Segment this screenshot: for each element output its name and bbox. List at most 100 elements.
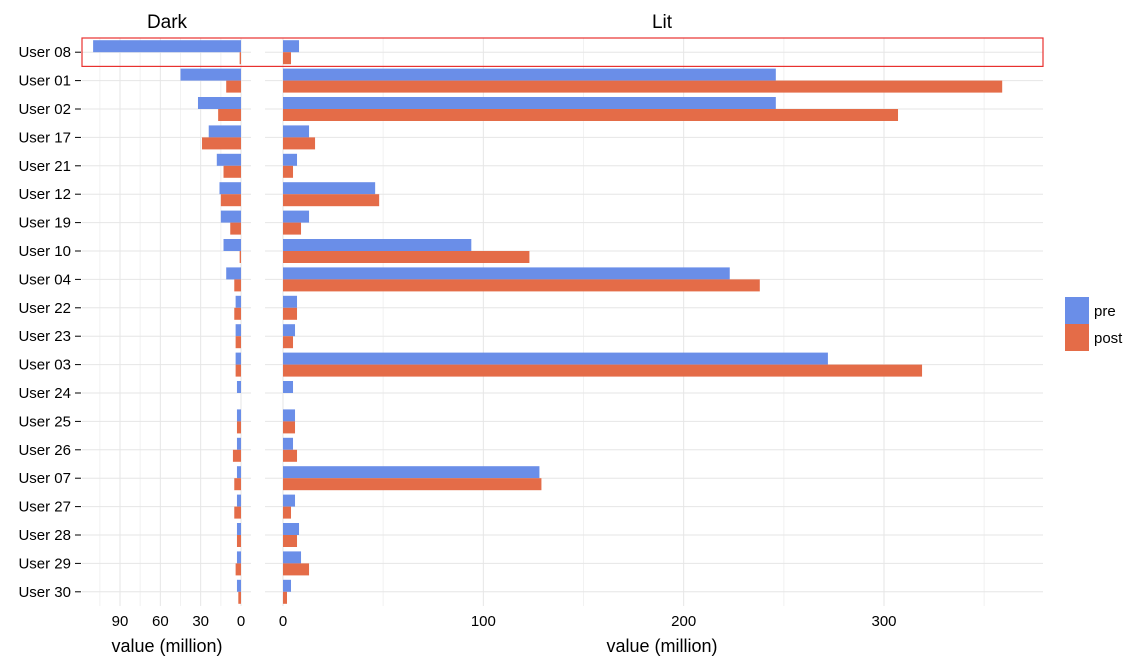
bar-dark-pre-user-30 — [236, 579, 241, 592]
bar-dark-post-user-30 — [238, 591, 241, 604]
bar-dark-post-user-29 — [235, 563, 241, 576]
bar-lit-pre-user-10 — [283, 239, 472, 251]
y-tick-label: User 21 — [18, 158, 71, 175]
bar-dark-pre-user-29 — [236, 551, 241, 564]
bar-lit-post-user-23 — [283, 336, 294, 349]
bar-lit-pre-user-07 — [283, 466, 540, 479]
bar-lit-post-user-29 — [283, 563, 310, 576]
bar-dark-post-user-19 — [230, 222, 241, 235]
bar-lit-post-user-26 — [283, 449, 298, 462]
y-tick-label: User 02 — [18, 101, 71, 118]
bar-dark-post-user-10 — [239, 251, 241, 263]
bar-dark-pre-user-19 — [220, 210, 241, 223]
x-tick-label-dark: 60 — [152, 613, 169, 630]
bar-lit-post-user-19 — [283, 222, 302, 235]
bar-dark-pre-user-23 — [235, 324, 241, 337]
x-tick-label-lit: 100 — [471, 613, 496, 630]
bar-lit-pre-user-22 — [283, 295, 298, 308]
bar-dark-pre-user-24 — [236, 381, 241, 393]
y-tick-label: User 30 — [18, 584, 71, 601]
bar-lit-pre-user-19 — [283, 210, 310, 223]
y-tick-label: User 27 — [18, 499, 71, 516]
x-axis-title-lit: value (million) — [606, 636, 717, 656]
bar-lit-pre-user-12 — [283, 182, 376, 195]
bar-lit-pre-user-29 — [283, 551, 302, 564]
bar-lit-post-user-04 — [283, 279, 760, 292]
bar-lit-post-user-07 — [283, 478, 542, 491]
bar-lit-post-user-21 — [283, 165, 294, 178]
legend-key-post — [1065, 324, 1089, 351]
bar-dark-post-user-02 — [218, 109, 241, 121]
y-tick-label: User 01 — [18, 73, 71, 90]
bar-dark-pre-user-21 — [216, 153, 241, 166]
bar-dark-pre-user-26 — [236, 437, 241, 450]
bar-dark-pre-user-04 — [226, 267, 241, 280]
panel-title-lit: Lit — [652, 12, 673, 33]
bar-lit-post-user-12 — [283, 194, 380, 207]
y-tick-label: User 25 — [18, 413, 71, 430]
bars — [93, 40, 1003, 604]
bar-dark-pre-user-17 — [208, 125, 241, 138]
bar-lit-pre-user-08 — [283, 40, 300, 53]
bar-lit-pre-user-21 — [283, 153, 298, 166]
bar-lit-post-user-27 — [283, 506, 292, 519]
legend-key-pre — [1065, 297, 1089, 324]
bar-dark-post-user-27 — [234, 506, 241, 519]
x-tick-label-dark: 30 — [192, 613, 209, 630]
y-tick-label: User 07 — [18, 470, 71, 487]
bar-dark-pre-user-22 — [235, 295, 241, 308]
bar-dark-post-user-01 — [226, 80, 241, 93]
bar-lit-pre-user-17 — [283, 125, 310, 138]
y-tick-label: User 08 — [18, 44, 71, 61]
bar-dark-post-user-04 — [234, 279, 241, 292]
bar-dark-pre-user-08 — [93, 40, 241, 53]
x-tick-label-lit: 200 — [671, 613, 696, 630]
legend-label-post: post — [1094, 330, 1123, 347]
bar-lit-post-user-01 — [283, 80, 1003, 93]
x-tick-label-dark: 90 — [112, 613, 129, 630]
bar-dark-pre-user-07 — [236, 466, 241, 479]
x-axis-title-dark: value (million) — [111, 636, 222, 656]
bar-lit-post-user-28 — [283, 535, 298, 547]
bar-lit-pre-user-02 — [283, 97, 776, 109]
bar-dark-post-user-26 — [232, 449, 241, 462]
bar-dark-post-user-08 — [239, 52, 241, 65]
legend-label-pre: pre — [1094, 303, 1116, 320]
bar-dark-pre-user-03 — [235, 352, 241, 365]
bar-dark-pre-user-10 — [223, 239, 241, 251]
bar-lit-post-user-17 — [283, 137, 316, 150]
y-tick-label: User 04 — [18, 271, 71, 288]
bar-lit-post-user-02 — [283, 109, 899, 121]
bar-lit-post-user-08 — [283, 52, 292, 65]
y-tick-label: User 12 — [18, 186, 71, 203]
y-tick-label: User 28 — [18, 527, 71, 544]
bar-dark-pre-user-02 — [197, 97, 241, 109]
bar-lit-pre-user-23 — [283, 324, 296, 337]
x-tick-label-lit: 300 — [871, 613, 896, 630]
bar-dark-post-user-17 — [202, 137, 241, 150]
bar-lit-post-user-10 — [283, 251, 530, 263]
bar-dark-post-user-03 — [235, 364, 241, 377]
bar-lit-pre-user-26 — [283, 437, 294, 450]
highlight-box — [81, 37, 1044, 67]
bar-dark-post-user-21 — [223, 165, 241, 178]
bar-lit-pre-user-28 — [283, 523, 300, 535]
bar-dark-pre-user-28 — [236, 523, 241, 535]
bar-lit-post-user-30 — [283, 591, 288, 604]
y-tick-label: User 17 — [18, 129, 71, 146]
bar-dark-pre-user-25 — [236, 409, 241, 422]
bar-lit-post-user-25 — [283, 421, 296, 434]
x-tick-label-dark: 0 — [237, 613, 245, 630]
y-tick-label: User 03 — [18, 357, 71, 374]
bar-lit-pre-user-24 — [283, 381, 294, 393]
bar-dark-post-user-25 — [236, 421, 241, 434]
bar-dark-post-user-07 — [234, 478, 241, 491]
bar-dark-pre-user-01 — [180, 68, 241, 81]
bar-lit-pre-user-01 — [283, 68, 776, 81]
bar-lit-pre-user-03 — [283, 352, 828, 365]
bar-lit-pre-user-04 — [283, 267, 730, 280]
grid — [82, 38, 1043, 606]
x-tick-label-lit: 0 — [279, 613, 287, 630]
bar-lit-pre-user-25 — [283, 409, 296, 422]
